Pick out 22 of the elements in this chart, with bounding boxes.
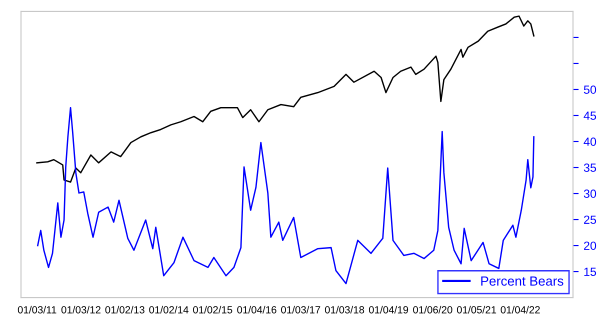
y-tick-label: 25: [584, 216, 596, 224]
y-tick-label: 15: [584, 268, 596, 276]
x-tick-label: 01/03/18: [324, 306, 364, 314]
y-tick-label: 20: [584, 242, 596, 250]
y-tick-label: 45: [584, 112, 596, 120]
x-tick-label: 01/02/13: [105, 306, 144, 314]
legend-label: Percent Bears: [481, 276, 564, 286]
y-tick-label: 35: [584, 164, 596, 172]
x-tick-label: 01/03/12: [61, 306, 100, 314]
x-tick-label: 01/03/17: [281, 306, 320, 314]
x-tick-label: 01/05/21: [456, 306, 496, 314]
x-tick-label: 01/02/15: [193, 306, 232, 314]
y-tick-label: 30: [584, 190, 596, 198]
y-tick-label: 40: [584, 138, 596, 146]
x-tick-label: 01/04/19: [368, 306, 408, 314]
y-tick-label: 50: [584, 86, 596, 94]
x-tick-label: 01/04/16: [237, 306, 276, 314]
x-tick-label: 01/04/22: [500, 306, 540, 314]
x-tick-label: 01/03/11: [18, 306, 56, 314]
line-series: [36, 15, 534, 183]
x-tick-label: 01/06/20: [413, 306, 452, 314]
x-tick-label: 01/02/14: [149, 306, 188, 314]
